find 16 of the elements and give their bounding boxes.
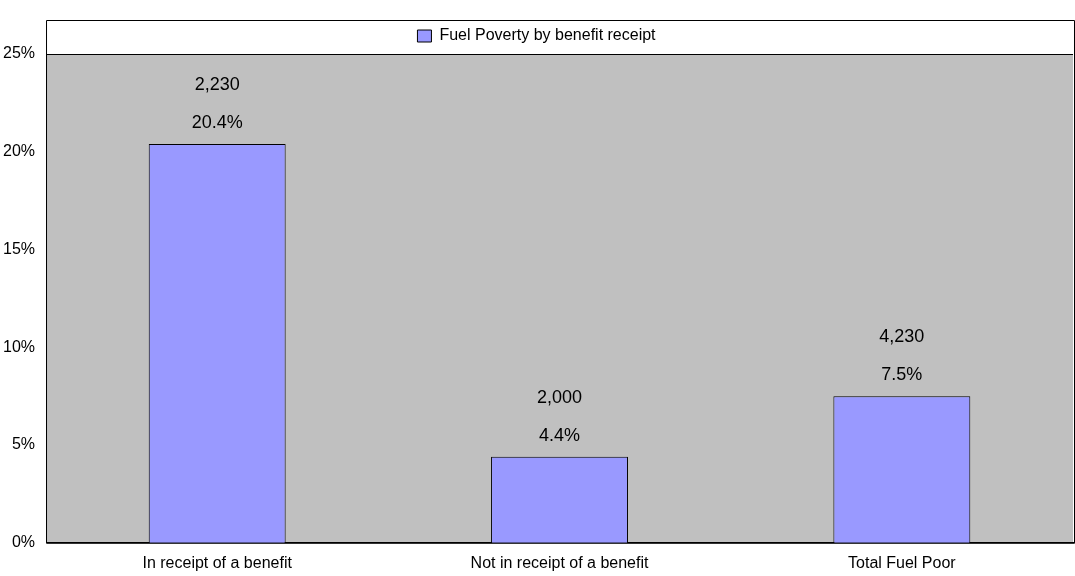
y-tick-label: 10% [2,337,36,355]
y-tick-label: 0% [11,533,36,551]
annotation: 2,000 [536,386,583,407]
x-tick-label: Not in receipt of a benefit [470,553,649,571]
y-tick-label: 5% [11,435,36,453]
y-tick-label: 15% [2,239,36,257]
y-tick-label: 20% [2,142,36,160]
y-tick-label: 25% [2,44,36,62]
annotation: 4,230 [879,326,925,347]
legend-label: Fuel Poverty by benefit receipt [439,26,657,44]
data-label: 4.4% [539,424,581,445]
x-tick-label: In receipt of a benefit [142,553,293,571]
x-tick-label: Total Fuel Poor [848,553,957,571]
data-label: 7.5% [881,364,923,385]
annotation: 2,230 [194,73,240,94]
data-label: 20.4% [191,111,243,132]
